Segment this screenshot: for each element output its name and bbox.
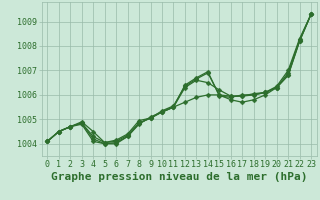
X-axis label: Graphe pression niveau de la mer (hPa): Graphe pression niveau de la mer (hPa)	[51, 172, 308, 182]
